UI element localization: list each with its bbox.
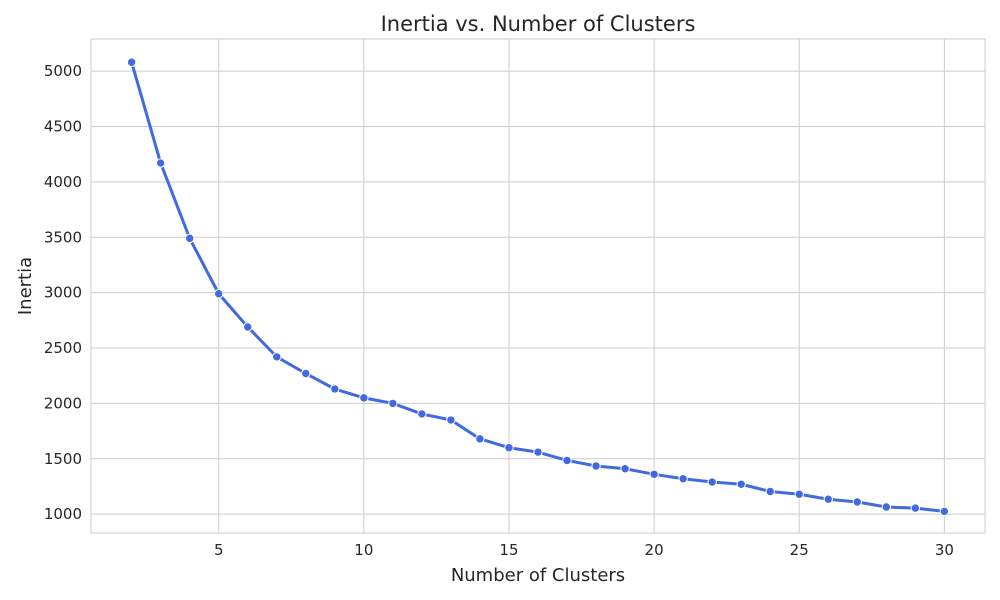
- data-point: [504, 443, 514, 453]
- x-tick-label: 5: [214, 541, 224, 559]
- data-point: [359, 393, 369, 403]
- y-tick-label: 1500: [44, 450, 82, 468]
- y-axis-label: Inertia: [15, 257, 36, 315]
- data-point: [881, 502, 892, 512]
- data-point: [475, 434, 485, 444]
- data-point: [214, 289, 224, 299]
- y-tick-label: 1000: [44, 505, 82, 523]
- data-point: [184, 233, 195, 244]
- data-point: [388, 398, 398, 409]
- plot-frame: [90, 38, 986, 534]
- y-tick-label: 2500: [44, 339, 82, 357]
- data-point: [446, 415, 456, 425]
- y-tick-label: 4000: [44, 173, 82, 191]
- data-point: [852, 497, 862, 507]
- y-tick-label: 3000: [44, 284, 82, 302]
- y-tick-label: 5000: [44, 62, 82, 80]
- data-point: [126, 57, 137, 67]
- data-point: [736, 479, 746, 489]
- data-point: [591, 461, 601, 471]
- data-point: [243, 322, 253, 332]
- x-tick-label: 20: [645, 541, 664, 559]
- x-tick-label: 25: [790, 541, 809, 559]
- x-tick-label: 15: [499, 541, 518, 559]
- data-point: [620, 464, 630, 474]
- data-point: [939, 506, 950, 517]
- y-tick-label: 2000: [44, 394, 82, 412]
- data-point: [533, 447, 543, 457]
- data-point: [155, 158, 166, 168]
- y-tick-label: 4500: [44, 118, 82, 136]
- data-point: [417, 409, 427, 419]
- data-point: [301, 368, 311, 379]
- data-point: [649, 469, 659, 479]
- data-point: [794, 489, 804, 499]
- x-tick-labels: 5 10 15 20 25 30: [214, 541, 954, 559]
- data-point: [678, 474, 688, 484]
- data-point: [765, 486, 775, 497]
- x-axis-label: Number of Clusters: [451, 565, 625, 586]
- y-gridlines: [91, 70, 985, 515]
- data-point: [823, 494, 833, 504]
- data-point: [272, 352, 282, 362]
- data-point: [562, 455, 572, 466]
- y-tick-label: 3500: [44, 228, 82, 246]
- x-tick-label: 10: [354, 541, 373, 559]
- chart-title: Inertia vs. Number of Clusters: [381, 12, 696, 36]
- data-point: [330, 384, 340, 394]
- x-tick-label: 30: [935, 541, 954, 559]
- data-point: [707, 477, 717, 487]
- data-point: [910, 503, 921, 513]
- series-points: [126, 57, 950, 517]
- y-tick-labels: 1000 1500 2000 2500 3000 3500 4000 4500 5000: [44, 62, 82, 523]
